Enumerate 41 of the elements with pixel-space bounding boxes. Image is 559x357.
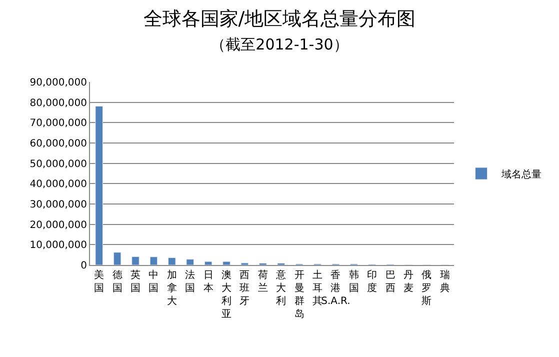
y-tick-label: 60,000,000 — [30, 138, 87, 150]
bar — [186, 259, 194, 265]
y-tick-label: 40,000,000 — [30, 179, 87, 190]
x-tick-label: 意大利 — [275, 269, 286, 307]
y-tick-label: 50,000,000 — [30, 158, 87, 170]
y-tick-label: 70,000,000 — [30, 118, 87, 130]
x-tick-label: 瑞典 — [440, 269, 450, 294]
chart-title: 全球各国家/地区域名总量分布图 — [143, 8, 416, 30]
y-tick-label: 10,000,000 — [30, 240, 87, 252]
x-tick-label: 巴西 — [385, 270, 396, 294]
x-tick-label: 加拿大 — [166, 269, 177, 307]
x-tick-label: 印度 — [367, 269, 378, 294]
y-tick-label: 90,000,000 — [30, 78, 87, 88]
y-tick-label: 30,000,000 — [30, 200, 87, 210]
bar — [204, 261, 212, 265]
x-tick-label: 香港S.A.R. — [321, 269, 350, 307]
x-tick-label: 英国 — [130, 269, 140, 294]
x-tick-label: 西班牙 — [240, 270, 250, 307]
y-tick-label: 20,000,000 — [30, 220, 87, 231]
x-tick-label: 丹麦 — [404, 270, 414, 294]
x-tick-label: 俄罗斯 — [422, 269, 432, 307]
x-tick-label: 荷兰 — [258, 269, 268, 294]
legend-label: 域名总量 — [500, 168, 542, 180]
chart-subtitle: （截至2012-1-30） — [210, 36, 348, 54]
bar — [222, 261, 230, 265]
x-tick-label: 韩国 — [348, 269, 359, 294]
bar — [132, 256, 140, 265]
x-tick-label: 法国 — [185, 269, 196, 294]
bar — [95, 106, 103, 265]
bar — [113, 252, 122, 265]
y-tick-label: 80,000,000 — [30, 98, 87, 109]
y-tick-label: 0 — [80, 260, 87, 272]
bar — [150, 256, 158, 265]
x-tick-label: 日本 — [203, 270, 214, 294]
x-tick-label: 土耳其 — [312, 269, 322, 307]
bar — [168, 257, 176, 265]
x-tick-label: 美国 — [94, 269, 104, 294]
x-tick-label: 开曼群岛 — [294, 270, 304, 320]
x-tick-label: 澳大利亚 — [222, 269, 232, 320]
x-tick-label: 德国 — [112, 270, 122, 294]
x-tick-label: 中国 — [148, 269, 159, 294]
